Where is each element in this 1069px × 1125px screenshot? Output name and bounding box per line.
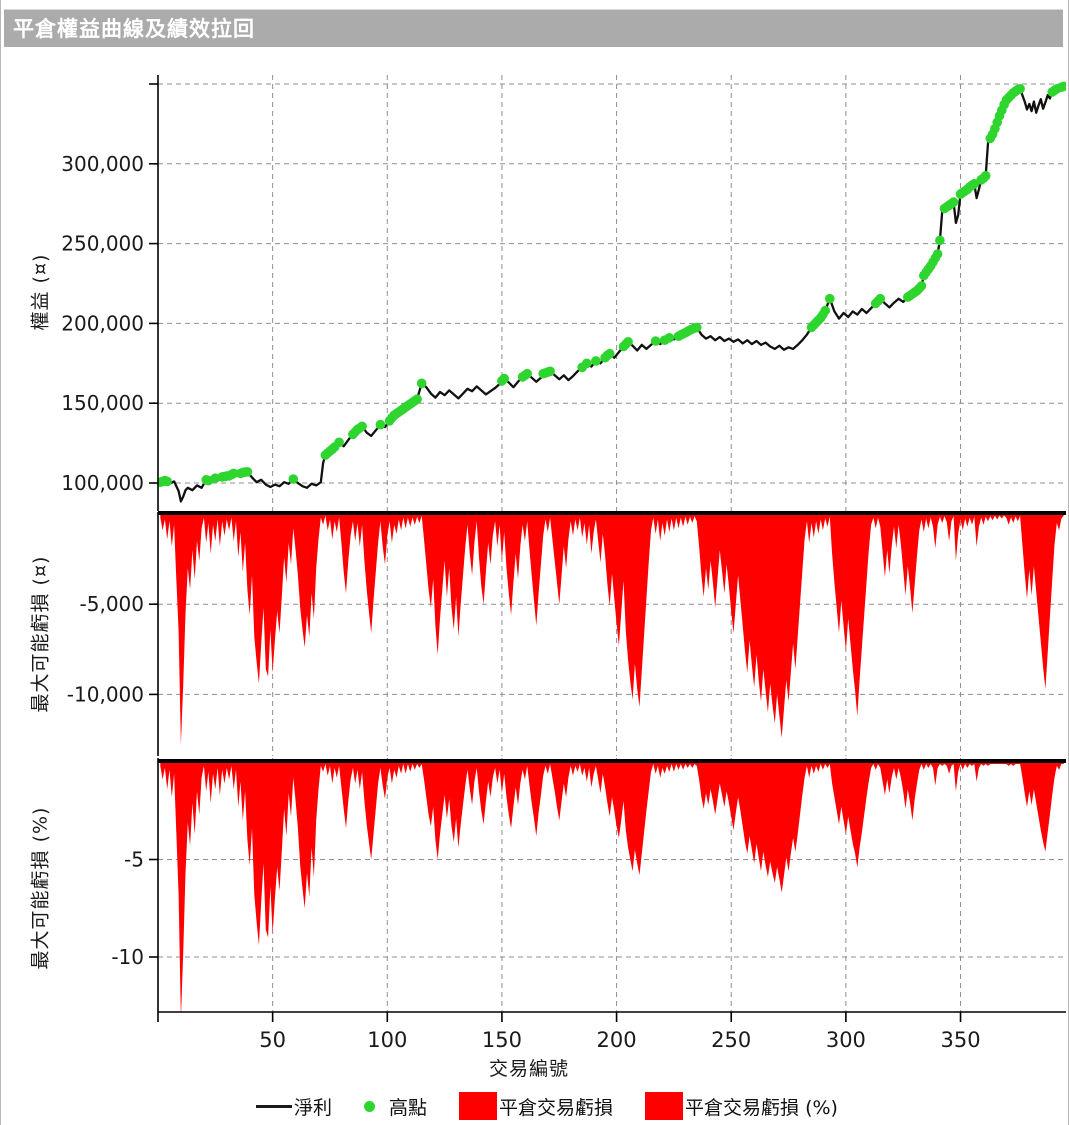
legend-label: 平倉交易虧損 xyxy=(499,1096,614,1119)
legend-item-high-point: 高點 xyxy=(364,1093,427,1120)
chart-legend: 淨利 高點 平倉交易虧損 平倉交易虧損 (%) xyxy=(256,1092,838,1120)
legend-label: 高點 xyxy=(389,1096,428,1119)
svg-text:350: 350 xyxy=(940,1028,980,1052)
net-profit-line-swatch-icon xyxy=(256,1104,292,1108)
svg-text:250,000: 250,000 xyxy=(61,232,144,256)
x-axis-title: 交易編號 xyxy=(489,1058,570,1080)
closed-trade-loss-area xyxy=(160,514,1064,745)
window-title-bar: 平倉權益曲線及績效拉回 xyxy=(4,9,1063,47)
closed-trade-loss-pct-area xyxy=(160,762,1064,1012)
net-profit-line xyxy=(159,85,1065,503)
legend-item-closed-trade-loss-pct: 平倉交易虧損 (%) xyxy=(645,1092,838,1120)
svg-text:50: 50 xyxy=(259,1028,286,1052)
svg-text:-5: -5 xyxy=(124,848,144,872)
legend-label: 平倉交易虧損 (%) xyxy=(685,1096,838,1119)
legend-item-net-profit: 淨利 xyxy=(256,1093,332,1120)
axes: 100,000 150,000 200,000 250,000 300,000 -5,00… xyxy=(61,75,1066,1052)
high-point-dots xyxy=(158,81,1066,487)
svg-text:200: 200 xyxy=(597,1028,637,1052)
svg-text:100: 100 xyxy=(367,1028,407,1052)
svg-text:300,000: 300,000 xyxy=(61,152,144,176)
svg-text:-10,000: -10,000 xyxy=(67,682,144,706)
svg-text:-10: -10 xyxy=(111,945,144,969)
svg-text:200,000: 200,000 xyxy=(61,311,144,335)
loss-pct-swatch-icon xyxy=(645,1092,684,1120)
svg-text:100,000: 100,000 xyxy=(61,471,144,495)
legend-item-closed-trade-loss: 平倉交易虧損 xyxy=(459,1092,613,1120)
svg-text:150: 150 xyxy=(482,1028,522,1052)
svg-text:250: 250 xyxy=(711,1028,751,1052)
drawdown-currency-axis-title: 最大可能虧損 (¤) xyxy=(29,555,52,713)
gridlines xyxy=(158,75,1066,1012)
legend-label: 淨利 xyxy=(294,1096,333,1119)
equity-axis-title: 權益 (¤) xyxy=(29,253,52,331)
series xyxy=(158,81,1066,1012)
high-point-dot-swatch-icon xyxy=(364,1100,376,1112)
loss-swatch-icon xyxy=(459,1092,498,1120)
window-title: 平倉權益曲線及績效拉回 xyxy=(13,17,255,41)
drawdown-percent-axis-title: 最大可能虧損 (%) xyxy=(29,806,52,970)
svg-text:150,000: 150,000 xyxy=(61,391,144,415)
svg-text:-5,000: -5,000 xyxy=(80,592,144,616)
svg-text:300: 300 xyxy=(826,1028,866,1052)
